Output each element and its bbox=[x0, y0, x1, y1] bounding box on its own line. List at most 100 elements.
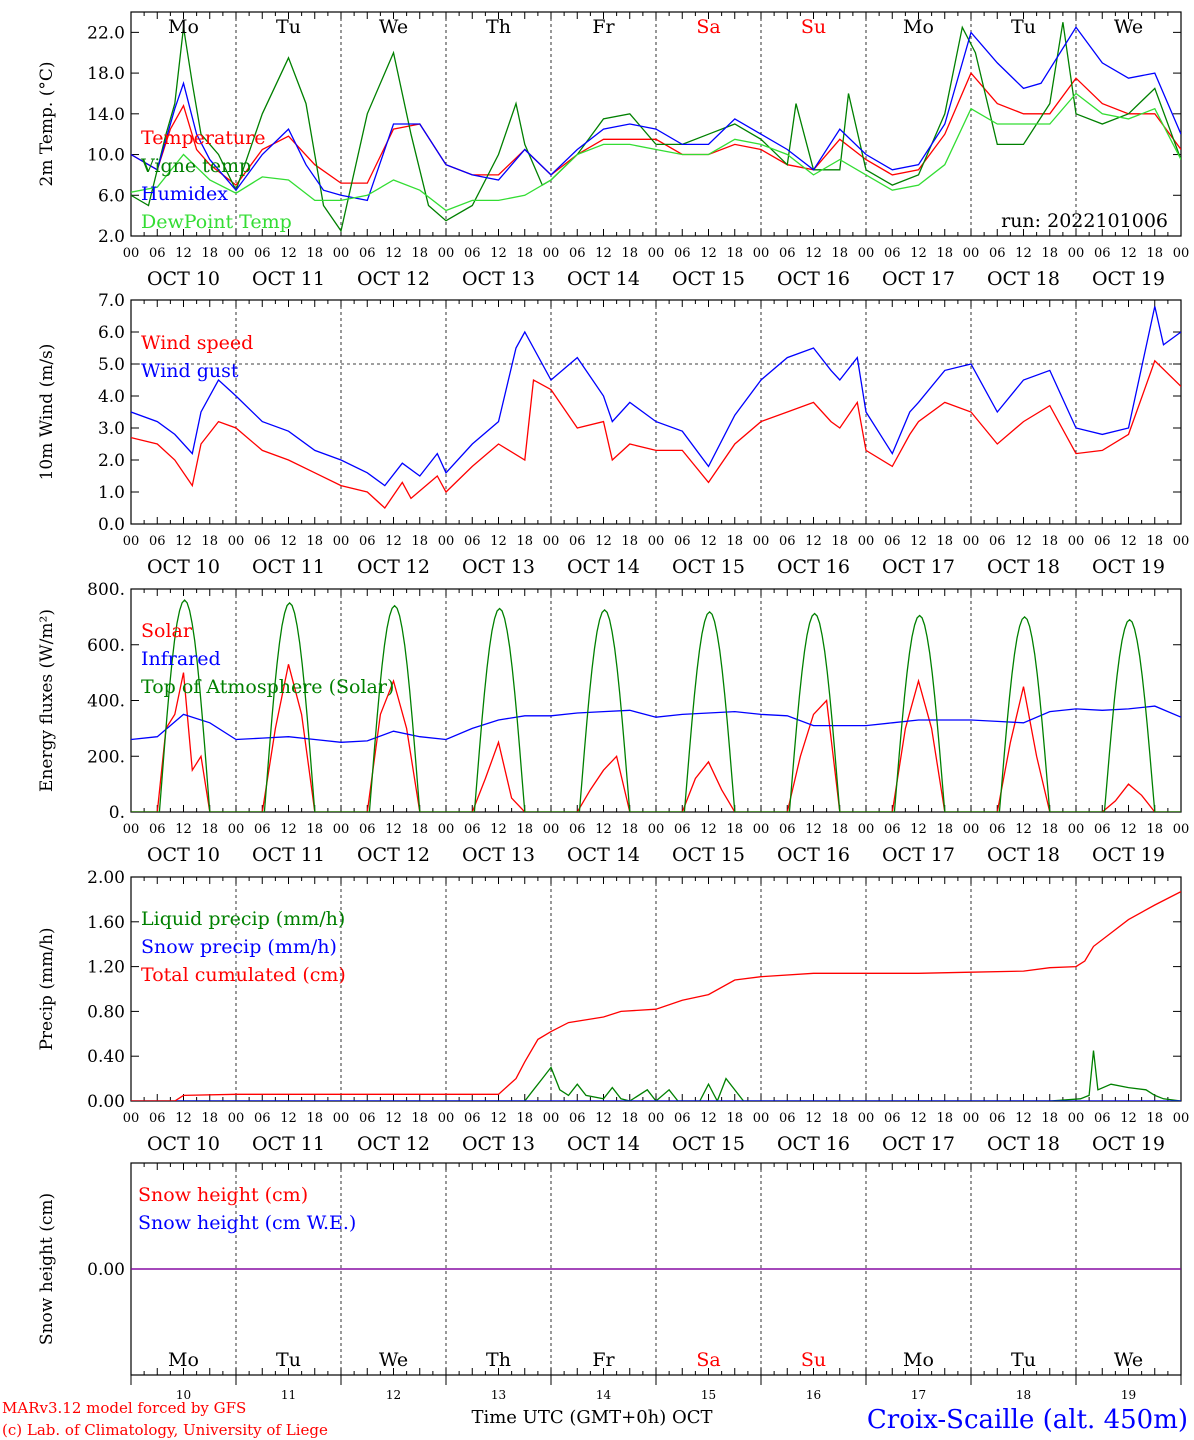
hour-label: 06 bbox=[989, 246, 1006, 261]
hour-label: 12 bbox=[805, 246, 822, 261]
footer-model-credit: MARv3.12 model forced by GFS bbox=[2, 1399, 246, 1417]
hour-label: 06 bbox=[464, 246, 481, 261]
hour-label: 12 bbox=[385, 534, 402, 549]
hour-label: 00 bbox=[123, 534, 140, 549]
hour-label: 00 bbox=[648, 246, 665, 261]
hour-label: 18 bbox=[726, 534, 743, 549]
date-label: OCT 17 bbox=[882, 556, 955, 578]
weekday-label: Tu bbox=[1011, 1349, 1036, 1371]
hour-label: 00 bbox=[1173, 534, 1190, 549]
hour-label: 18 bbox=[306, 822, 323, 837]
day-number-label: 17 bbox=[911, 1388, 926, 1402]
hour-label: 18 bbox=[831, 1111, 848, 1126]
hour-label: 18 bbox=[936, 822, 953, 837]
hour-label: 18 bbox=[726, 1111, 743, 1126]
date-label: OCT 13 bbox=[462, 844, 535, 866]
y-tick-label: 2.0 bbox=[98, 227, 125, 247]
y-tick-label: 4.0 bbox=[98, 387, 125, 407]
hour-label: 18 bbox=[726, 822, 743, 837]
hour-label: 00 bbox=[858, 246, 875, 261]
hour-label: 12 bbox=[1120, 534, 1137, 549]
hour-label: 00 bbox=[1068, 534, 1085, 549]
date-label: OCT 18 bbox=[987, 1133, 1060, 1155]
hour-label: 18 bbox=[201, 534, 218, 549]
weekday-label: Mo bbox=[168, 16, 199, 38]
date-label: OCT 16 bbox=[777, 268, 850, 290]
temp-panel: 2.0 6.0 10.0 14.0 18.0 22.0 2m Temp. (°C) Tempe… bbox=[37, 11, 1189, 290]
hour-label: 12 bbox=[1120, 822, 1137, 837]
y-tick-label: 14.0 bbox=[87, 105, 125, 125]
weekday-label: We bbox=[1114, 1349, 1143, 1371]
hour-label: 12 bbox=[1015, 534, 1032, 549]
hour-label: 00 bbox=[648, 822, 665, 837]
hour-label: 00 bbox=[543, 246, 560, 261]
hour-label: 12 bbox=[175, 1111, 192, 1126]
hour-label: 18 bbox=[621, 822, 638, 837]
weekday-label: Sa bbox=[696, 1349, 720, 1371]
hour-label: 00 bbox=[963, 246, 980, 261]
legend-entry: Temperature bbox=[141, 127, 265, 149]
date-label: OCT 11 bbox=[252, 1133, 325, 1155]
weekday-label: Th bbox=[486, 16, 511, 38]
hour-label: 06 bbox=[149, 822, 166, 837]
plot-frame bbox=[130, 588, 1182, 813]
hour-label: 06 bbox=[884, 246, 901, 261]
hour-label: 18 bbox=[1041, 534, 1058, 549]
date-label: OCT 13 bbox=[462, 556, 535, 578]
hour-label: 00 bbox=[543, 1111, 560, 1126]
hour-label: 18 bbox=[201, 246, 218, 261]
series-humidex bbox=[131, 26, 1181, 202]
date-label: OCT 10 bbox=[147, 268, 220, 290]
date-label: OCT 12 bbox=[357, 268, 430, 290]
hour-label: 00 bbox=[963, 1111, 980, 1126]
hour-label: 12 bbox=[805, 822, 822, 837]
hour-label: 06 bbox=[779, 1111, 796, 1126]
date-label: OCT 11 bbox=[252, 556, 325, 578]
hour-label: 18 bbox=[201, 1111, 218, 1126]
date-label: OCT 11 bbox=[252, 268, 325, 290]
hour-label: 06 bbox=[674, 1111, 691, 1126]
hour-label: 18 bbox=[306, 534, 323, 549]
hour-label: 18 bbox=[516, 246, 533, 261]
y-tick-label: 0.00 bbox=[87, 1260, 125, 1280]
hour-label: 18 bbox=[936, 534, 953, 549]
weekday-label: Su bbox=[801, 16, 826, 38]
y-tick-label: 2.0 bbox=[98, 451, 125, 471]
y-tick-label: 800. bbox=[87, 580, 125, 600]
y-axis-title: Precip (mm/h) bbox=[37, 927, 57, 1050]
hour-label: 00 bbox=[123, 246, 140, 261]
series-infrared bbox=[131, 705, 1181, 743]
legend-entry: Vigne temp bbox=[140, 155, 251, 177]
date-label: OCT 10 bbox=[147, 556, 220, 578]
footer-lab-credit: (c) Lab. of Climatology, University of L… bbox=[2, 1421, 328, 1439]
legend-entry: Infrared bbox=[141, 648, 221, 670]
date-label: OCT 10 bbox=[147, 1133, 220, 1155]
hour-label: 18 bbox=[411, 246, 428, 261]
date-label: OCT 16 bbox=[777, 844, 850, 866]
hour-label: 18 bbox=[621, 246, 638, 261]
hour-label: 18 bbox=[726, 246, 743, 261]
hour-label: 06 bbox=[989, 822, 1006, 837]
hour-label: 00 bbox=[858, 822, 875, 837]
day-number-label: 14 bbox=[596, 1388, 612, 1402]
date-label: OCT 14 bbox=[567, 844, 640, 866]
legend-entry: Wind gust bbox=[141, 360, 239, 382]
date-label: OCT 14 bbox=[567, 1133, 640, 1155]
y-axis-title: 2m Temp. (°C) bbox=[37, 61, 57, 186]
y-tick-label: 1.20 bbox=[87, 958, 125, 978]
date-label: OCT 17 bbox=[882, 1133, 955, 1155]
hour-label: 06 bbox=[674, 822, 691, 837]
hour-label: 18 bbox=[1146, 822, 1163, 837]
hour-label: 06 bbox=[1094, 1111, 1111, 1126]
y-tick-label: 0.80 bbox=[87, 1002, 125, 1022]
date-label: OCT 12 bbox=[357, 556, 430, 578]
day-number-label: 19 bbox=[1121, 1388, 1136, 1402]
hour-label: 12 bbox=[1120, 1111, 1137, 1126]
hour-label: 06 bbox=[149, 246, 166, 261]
hour-label: 06 bbox=[989, 1111, 1006, 1126]
y-tick-label: 7.0 bbox=[98, 291, 125, 311]
hour-label: 12 bbox=[910, 246, 927, 261]
series-top-of-atmosphere-solar bbox=[131, 599, 1181, 812]
hour-label: 00 bbox=[333, 534, 350, 549]
